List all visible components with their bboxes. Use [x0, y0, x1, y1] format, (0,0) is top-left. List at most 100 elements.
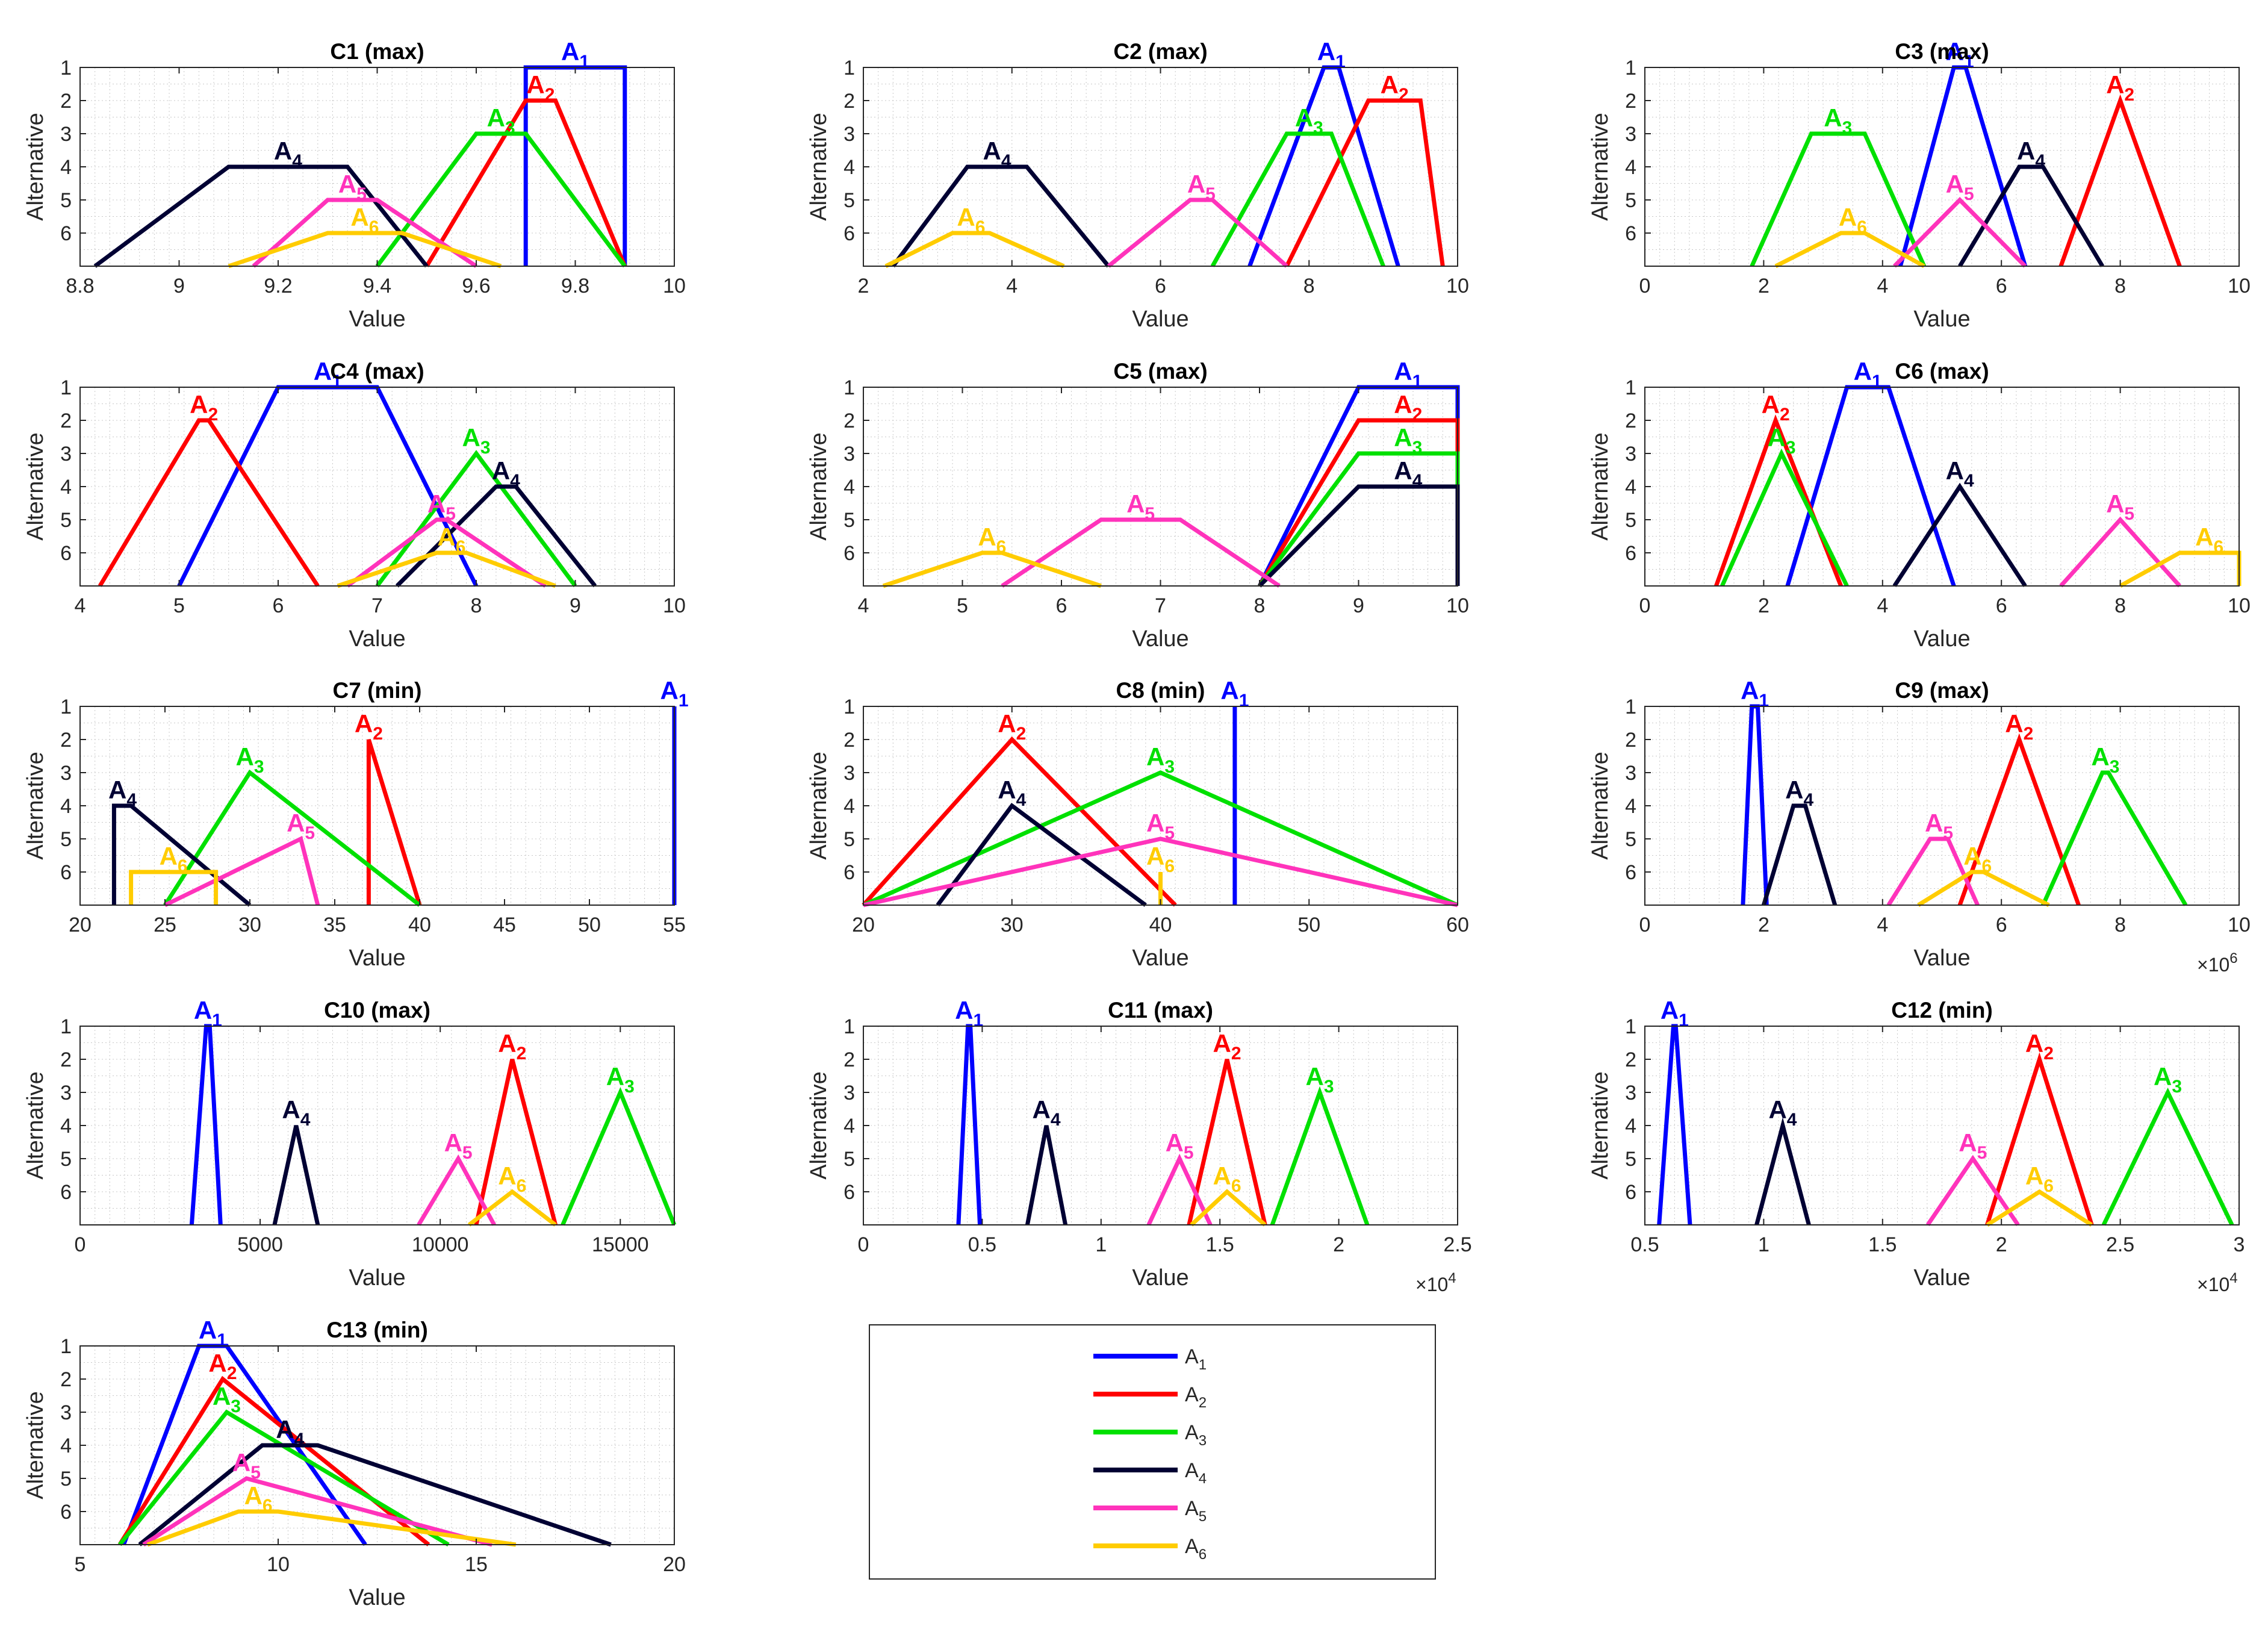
series-label-a6: A6	[2195, 523, 2223, 557]
x-tick-label: 5	[173, 594, 185, 617]
legend-label-base: A	[1185, 1459, 1199, 1482]
x-tick-label: 5	[75, 1553, 86, 1576]
y-tick-label: 1	[60, 696, 72, 718]
series-label-sub: 2	[1016, 724, 1027, 744]
series-label-base: A	[444, 1129, 462, 1157]
series-label-base: A	[2091, 743, 2109, 771]
chart-title: C11 (max)	[1108, 998, 1213, 1023]
chart-title: C1 (max)	[330, 39, 424, 64]
series-line-a4	[138, 1443, 612, 1547]
chart-title: C10 (max)	[324, 998, 430, 1023]
x-exponent-power: 6	[2229, 950, 2237, 967]
series-line-a5	[1925, 1154, 2020, 1226]
y-tick-label: 5	[844, 509, 855, 532]
series-label-sub: 6	[263, 1496, 273, 1516]
series-label-sub: 4	[1051, 1110, 1061, 1130]
series-label-sub: 2	[545, 85, 555, 105]
series-label-sub: 6	[1164, 856, 1175, 876]
series-label-sub: 2	[2124, 85, 2134, 105]
series-label-sub: 3	[505, 118, 515, 138]
x-tick-label: 50	[1297, 914, 1320, 936]
series-label-base: A	[1306, 1062, 1324, 1091]
x-exponent-power: 4	[1448, 1270, 1456, 1286]
series-label-a5: A5	[1187, 170, 1216, 204]
y-tick-label: 6	[1625, 861, 1636, 884]
x-tick-label: 9	[173, 275, 185, 297]
y-tick-label: 4	[844, 795, 855, 818]
series-label-a1: A1	[1661, 996, 1689, 1030]
x-tick-label: 0	[858, 1233, 869, 1256]
series-line-a5	[863, 836, 1458, 908]
series-label-base: A	[2106, 490, 2124, 518]
y-tick-label: 4	[60, 156, 72, 179]
series-label-base: A	[492, 456, 510, 485]
series-label-a2: A2	[1762, 390, 1790, 425]
x-tick-label: 8	[2114, 914, 2126, 936]
x-tick-label: 60	[1446, 914, 1469, 936]
x-tick-label: 15	[465, 1553, 488, 1576]
series-line-a3	[375, 131, 627, 268]
series-label-a3: A3	[1146, 743, 1175, 777]
series-line-a4	[891, 164, 1110, 268]
y-axis-label: Alternative	[23, 752, 48, 860]
series-label-sub: 1	[579, 52, 589, 72]
series-label-a1: A1	[1741, 676, 1769, 711]
series-line-a4	[395, 484, 597, 588]
y-tick-label: 4	[844, 476, 855, 499]
grid	[80, 387, 674, 586]
series-label-sub: 1	[1759, 691, 1769, 711]
legend-label-sub: 2	[1199, 1395, 1207, 1411]
series-label-a3: A3	[1824, 104, 1852, 138]
series-label-base: A	[282, 1095, 300, 1124]
y-tick-label: 5	[60, 828, 72, 851]
series-label-base: A	[427, 490, 446, 518]
x-axis-label: Value	[1913, 626, 1970, 652]
series-label-base: A	[983, 137, 1001, 165]
series-label-a2: A2	[2106, 70, 2134, 105]
series-label-base: A	[1394, 456, 1412, 485]
y-tick-label: 2	[1625, 1048, 1636, 1071]
series-label-sub: 2	[208, 405, 218, 425]
legend-label-base: A	[1185, 1535, 1199, 1558]
series-line-a2	[474, 1059, 558, 1225]
series-label-a4: A4	[983, 137, 1011, 171]
y-tick-label: 6	[844, 222, 855, 245]
series-label-sub: 4	[292, 151, 302, 171]
series-label-base: A	[998, 776, 1016, 804]
series-label-a5: A5	[338, 170, 367, 204]
x-axis-label: Value	[1132, 1265, 1188, 1291]
y-axis-label: Alternative	[1588, 1071, 1613, 1180]
x-exponent: ×104	[1415, 1270, 1456, 1295]
y-tick-label: 2	[844, 1048, 855, 1071]
y-axis-label: Alternative	[806, 113, 831, 221]
series-group	[111, 706, 677, 908]
series-label-a5: A5	[427, 490, 456, 524]
y-tick-label: 4	[844, 156, 855, 179]
x-tick-label: 9.4	[363, 275, 391, 297]
series-line-a2	[1187, 1059, 1267, 1225]
series-label-base: A	[498, 1162, 516, 1190]
x-tick-label: 10	[2228, 914, 2251, 936]
series-line-a4	[1892, 482, 2027, 587]
series-label-a2: A2	[355, 709, 383, 744]
series-line-a4	[936, 803, 1147, 907]
legend-label-base: A	[1185, 1497, 1199, 1520]
series-label-sub: 6	[2213, 537, 2223, 557]
series-label-base: A	[487, 104, 505, 132]
series-line-a5	[1893, 197, 2027, 268]
legend-label-sub: 1	[1199, 1357, 1207, 1373]
x-tick-label: 6	[273, 594, 284, 617]
series-label-base: A	[1381, 70, 1399, 99]
series-line-a4	[93, 164, 429, 268]
x-tick-label: 10000	[412, 1233, 469, 1256]
x-tick-label: 8	[2114, 594, 2126, 617]
series-line-a4	[1025, 1125, 1068, 1225]
x-tick-label: 2	[1996, 1233, 2007, 1256]
series-label-sub: 2	[2043, 1044, 2054, 1063]
series-label-sub: 2	[1399, 85, 1409, 105]
